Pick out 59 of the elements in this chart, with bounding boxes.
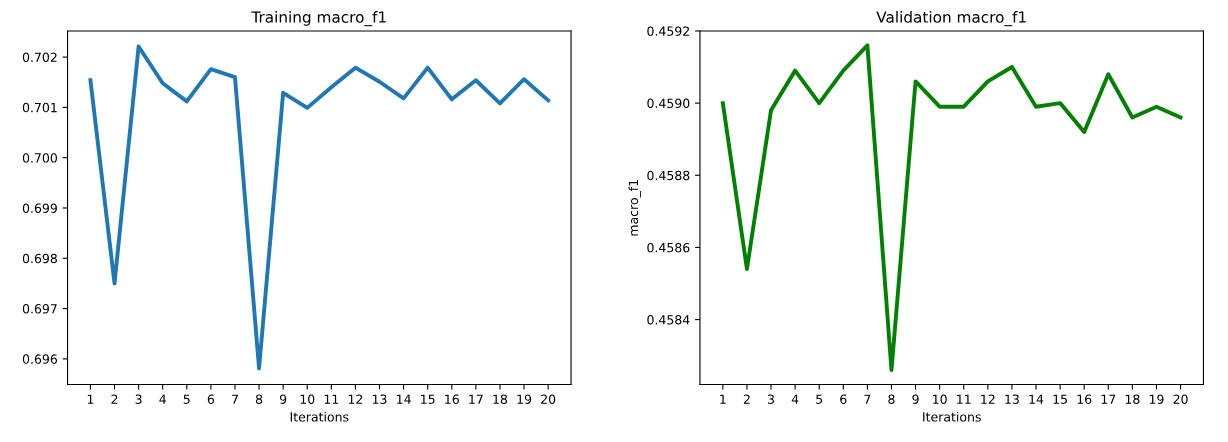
- x-tick-label: 7: [232, 394, 238, 404]
- x-tick-label: 10: [933, 394, 947, 404]
- x-tick-label: 2: [743, 394, 750, 404]
- x-tick-label: 19: [1149, 394, 1164, 404]
- x-tick-label: 13: [1005, 394, 1019, 404]
- y-tick-label: 0.701: [22, 102, 57, 113]
- x-tick-label: 16: [445, 394, 459, 404]
- chart-title: Training macro_f1: [251, 11, 386, 27]
- x-tick-label: 14: [397, 394, 411, 404]
- x-tick-label: 8: [255, 394, 263, 404]
- x-tick-label: 12: [348, 394, 363, 404]
- x-tick-label: 18: [1125, 394, 1140, 404]
- x-tick-label: 11: [957, 394, 971, 404]
- x-tick-label: 5: [816, 394, 823, 404]
- y-tick-label: 0.4586: [647, 242, 690, 253]
- x-tick-label: 20: [1173, 394, 1188, 404]
- x-tick-label: 1: [87, 394, 94, 404]
- y-tick-label: 0.702: [22, 52, 57, 63]
- x-tick-label: 5: [183, 394, 190, 404]
- y-tick-label: 0.699: [22, 203, 57, 213]
- x-tick-label: 2: [111, 394, 118, 404]
- y-tick-label: 0.700: [22, 153, 57, 163]
- y-tick-label: 0.4588: [647, 170, 690, 181]
- y-tick-label: 0.4590: [647, 98, 690, 109]
- x-tick-label: 4: [159, 394, 166, 404]
- x-tick-label: 6: [207, 394, 215, 404]
- y-tick-label: 0.4592: [647, 26, 689, 36]
- line-series: [88, 44, 551, 371]
- x-tick-label: 8: [888, 394, 895, 404]
- x-tick-label: 14: [1029, 394, 1044, 404]
- x-tick-label: 7: [864, 394, 871, 404]
- x-tick-label: 9: [912, 394, 919, 404]
- x-axis-title: Iterations: [290, 411, 349, 422]
- x-tick-label: 13: [372, 394, 387, 404]
- x-tick-label: 4: [791, 394, 799, 404]
- y-tick-label: 0.4584: [647, 315, 690, 325]
- x-tick-label: 20: [541, 394, 556, 404]
- x-tick-label: 10: [300, 394, 315, 404]
- x-tick-label: 17: [1101, 394, 1116, 404]
- line-series: [720, 43, 1183, 373]
- y-tick-label: 0.697: [22, 304, 57, 314]
- x-tick-label: 12: [981, 394, 995, 404]
- x-tick-label: 11: [324, 394, 339, 404]
- x-tick-label: 1: [720, 394, 726, 404]
- x-tick-label: 9: [279, 394, 287, 404]
- x-tick-label: 3: [135, 394, 142, 404]
- x-tick-label: 6: [840, 394, 847, 404]
- y-tick-label: 0.696: [22, 354, 58, 364]
- x-tick-label: 15: [421, 394, 435, 404]
- y-axis-title: macro_f1: [628, 179, 641, 236]
- x-tick-label: 18: [493, 394, 508, 404]
- x-tick-label: 16: [1077, 394, 1092, 404]
- x-tick-label: 15: [1053, 394, 1067, 404]
- x-tick-label: 17: [469, 394, 483, 404]
- chart-title: Validation macro_f1: [876, 11, 1026, 27]
- x-axis-title: Iterations: [923, 411, 981, 422]
- y-tick-label: 0.698: [22, 253, 57, 264]
- x-tick-label: 19: [517, 394, 532, 404]
- x-tick-label: 3: [768, 394, 774, 404]
